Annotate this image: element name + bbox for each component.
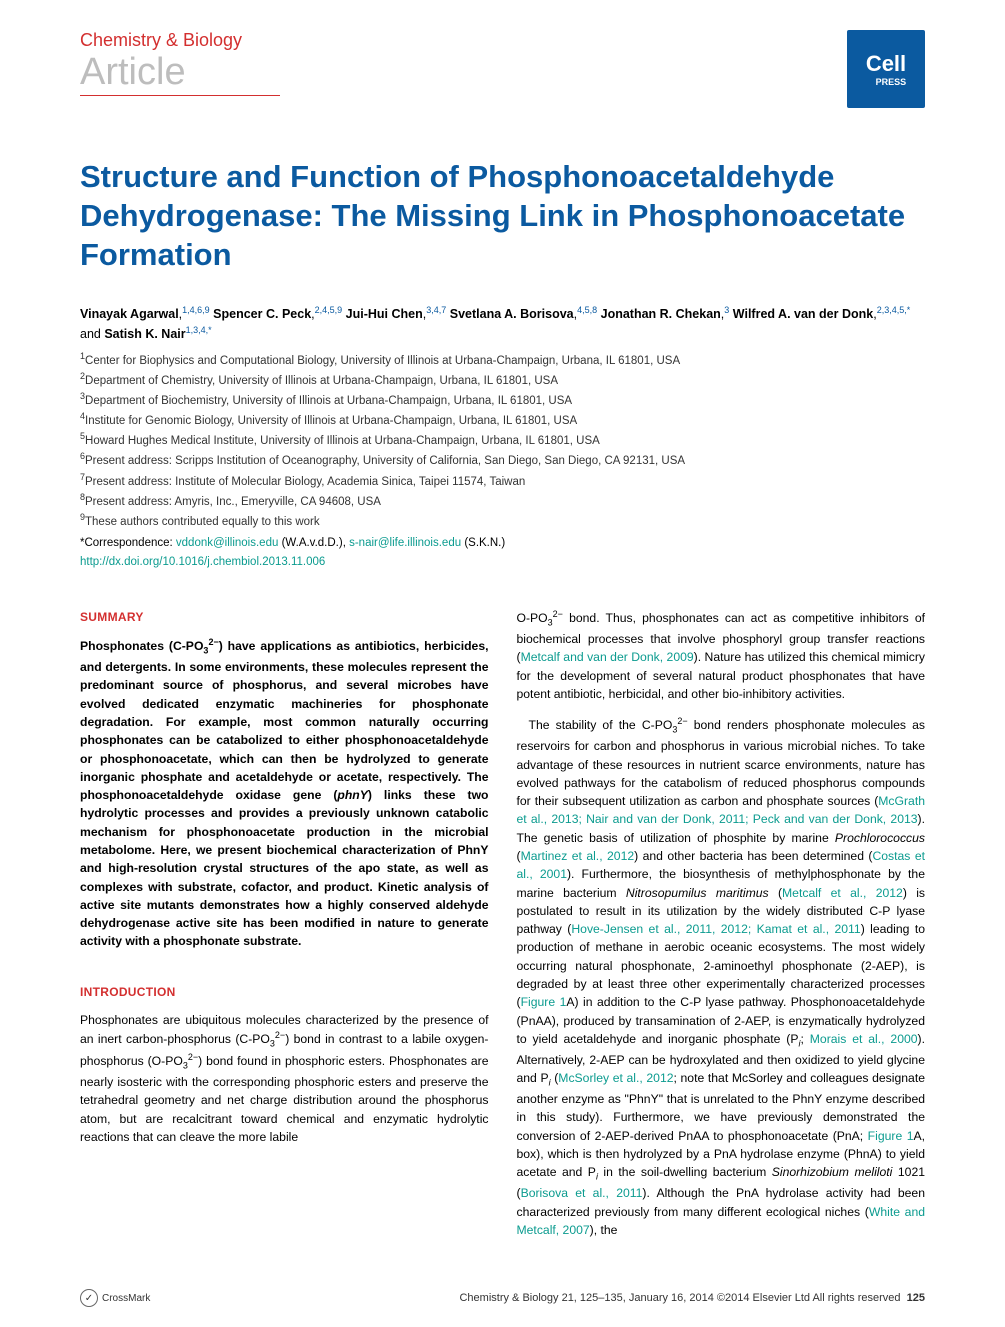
journal-name: Chemistry & Biology [80,30,280,51]
footer-citation: Chemistry & Biology 21, 125–135, January… [459,1292,925,1304]
header-divider [80,95,280,96]
introduction-heading: INTRODUCTION [80,983,489,1001]
author-name: Satish K. Nair [104,327,185,341]
figure-link[interactable]: Figure 1 [868,1129,914,1143]
paper-title: Structure and Function of Phosphonoaceta… [80,158,925,274]
correspondence-line: *Correspondence: vddonk@illinois.edu (W.… [0,535,1005,556]
author-affil: 3,4,7 [426,305,446,315]
correspondence-name: (S.K.N.) [461,537,505,549]
summary-text: Phosphonates (C-PO32−) have applications… [80,636,489,951]
author-affil: 2,4,5,9 [315,305,343,315]
doi-line: http://dx.doi.org/10.1016/j.chembiol.201… [0,556,1005,588]
affiliation-line: 3Department of Biochemistry, University … [80,390,925,410]
author-name: Jonathan R. Chekan [601,307,721,321]
citation-link[interactable]: Hove-Jensen et al., 2011, 2012; Kamat et… [571,922,860,936]
affiliation-line: 9These authors contributed equally to th… [80,511,925,531]
page-footer: ✓ CrossMark Chemistry & Biology 21, 125–… [0,1281,1005,1327]
correspondence-email[interactable]: s-nair@life.illinois.edu [349,537,461,549]
page-number: 125 [907,1292,925,1304]
affiliation-line: 2Department of Chemistry, University of … [80,370,925,390]
authors-block: Vinayak Agarwal,1,4,6,9 Spencer C. Peck,… [0,294,1005,350]
body-columns: SUMMARY Phosphonates (C-PO32−) have appl… [0,588,1005,1281]
author-name: Vinayak Agarwal [80,307,179,321]
affiliation-line: 8Present address: Amyris, Inc., Emeryvil… [80,491,925,511]
author-affil: 4,5,8 [577,305,597,315]
affiliations-block: 1Center for Biophysics and Computational… [0,350,1005,535]
crossmark-label: CrossMark [102,1293,150,1304]
author-name: Jui-Hui Chen [346,307,423,321]
affiliation-line: 7Present address: Institute of Molecular… [80,471,925,491]
author-name: Spencer C. Peck [213,307,311,321]
affiliation-line: 5Howard Hughes Medical Institute, Univer… [80,430,925,450]
left-column: SUMMARY Phosphonates (C-PO32−) have appl… [80,608,489,1251]
author-affil: 1,4,6,9 [182,305,210,315]
doi-link[interactable]: http://dx.doi.org/10.1016/j.chembiol.201… [80,556,325,568]
author-affil: 3 [724,305,729,315]
crossmark-icon: ✓ [80,1289,98,1307]
correspondence-email[interactable]: vddonk@illinois.edu [176,537,278,549]
citation-link[interactable]: Morais et al., 2000 [810,1032,918,1046]
correspondence-name: (W.A.v.d.D.), [278,537,349,549]
citation-link[interactable]: Martinez et al., 2012 [521,849,635,863]
author-name: Svetlana A. Borisova [450,307,574,321]
author-name: Wilfred A. van der Donk [733,307,873,321]
header-bar: Chemistry & Biology Article CellPRESS [0,0,1005,118]
correspondence-label: *Correspondence: [80,537,176,549]
right-p1: O-PO32− bond. Thus, phosphonates can act… [517,608,926,703]
publisher-badge: CellPRESS [847,30,925,108]
citation-link[interactable]: McSorley et al., 2012 [558,1071,673,1085]
affiliation-line: 4Institute for Genomic Biology, Universi… [80,410,925,430]
affiliation-line: 1Center for Biophysics and Computational… [80,350,925,370]
citation-link[interactable]: Metcalf and van der Donk, 2009 [521,650,694,664]
affiliation-line: 6Present address: Scripps Institution of… [80,450,925,470]
summary-heading: SUMMARY [80,608,489,626]
author-affil: 1,3,4,* [186,325,212,335]
right-column: O-PO32− bond. Thus, phosphonates can act… [517,608,926,1251]
figure-link[interactable]: Figure 1 [521,995,567,1009]
title-block: Structure and Function of Phosphonoaceta… [0,118,1005,294]
author-affil: 2,3,4,5,* [877,305,911,315]
citation-link[interactable]: Metcalf et al., 2012 [782,886,903,900]
journal-block: Chemistry & Biology Article [80,30,280,96]
article-type: Article [80,53,280,91]
right-p2: The stability of the C-PO32− bond render… [517,715,926,1239]
and-connector: and [80,327,104,341]
introduction-p1: Phosphonates are ubiquitous molecules ch… [80,1011,489,1146]
publisher-logo-text: CellPRESS [866,51,906,87]
citation-link[interactable]: Borisova et al., 2011 [521,1186,643,1200]
crossmark-badge[interactable]: ✓ CrossMark [80,1289,150,1307]
